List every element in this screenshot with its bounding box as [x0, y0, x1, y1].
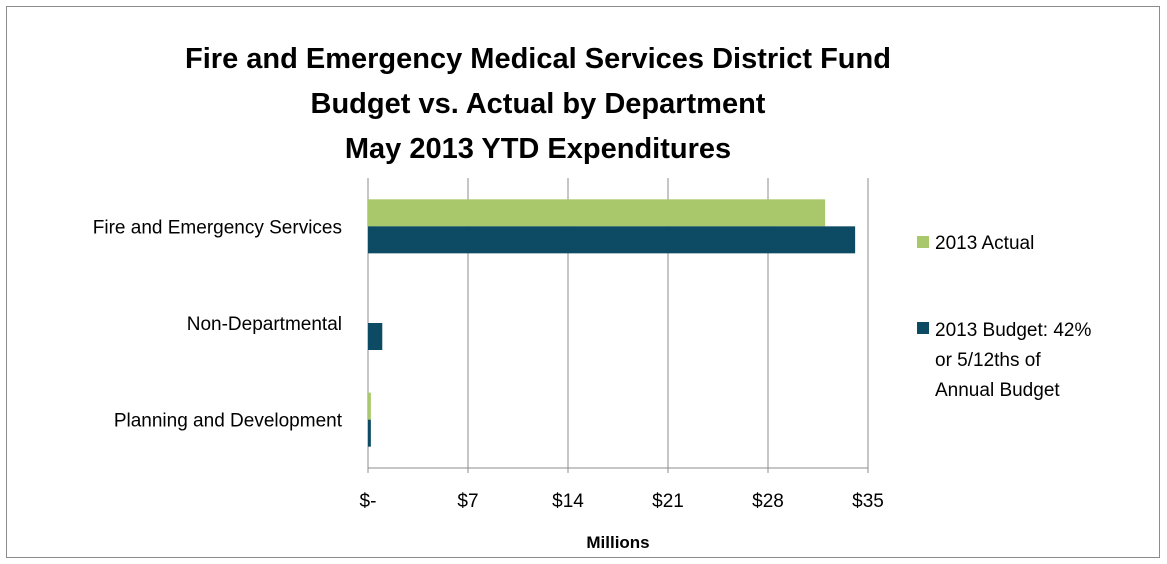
chart-title-line-3: May 2013 YTD Expenditures — [345, 133, 731, 165]
x-tick-label: $7 — [457, 491, 478, 512]
legend-label-budget-line-3: Annual Budget — [935, 380, 1060, 401]
y-category-label: Planning and Development — [114, 411, 343, 432]
legend-swatch-actual — [917, 236, 929, 248]
bar-actual — [368, 199, 826, 227]
bar-budget — [368, 419, 371, 447]
legend-label-actual: 2013 Actual — [935, 233, 1034, 254]
chart-frame — [6, 6, 1160, 558]
x-tick-label: $- — [360, 491, 377, 512]
legend: 2013 Actual 2013 Budget: 42% or 5/12ths … — [917, 233, 1091, 401]
bar-layer — [368, 199, 856, 447]
y-category-label: Non-Departmental — [187, 314, 342, 335]
x-tick-label: $35 — [852, 491, 884, 512]
x-tick-label: $21 — [652, 491, 684, 512]
legend-label-budget-line-2: or 5/12ths of — [935, 350, 1041, 371]
bar-budget — [368, 323, 383, 350]
x-tick-label: $14 — [552, 491, 584, 512]
axis-layer: $- $7 $14 $21 $28 $35 Fire and Emergency Servi… — [93, 217, 884, 512]
legend-swatch-budget — [917, 322, 929, 334]
bar-budget — [368, 226, 856, 254]
x-tick-label: $28 — [752, 491, 784, 512]
x-axis-title: Millions — [586, 533, 649, 552]
bar-actual — [368, 392, 371, 420]
y-category-label: Fire and Emergency Services — [93, 217, 342, 238]
chart-title-line-1: Fire and Emergency Medical Services Dist… — [185, 43, 891, 75]
chart-title-line-2: Budget vs. Actual by Department — [311, 88, 766, 120]
legend-label-budget-line-1: 2013 Budget: 42% — [935, 320, 1091, 341]
